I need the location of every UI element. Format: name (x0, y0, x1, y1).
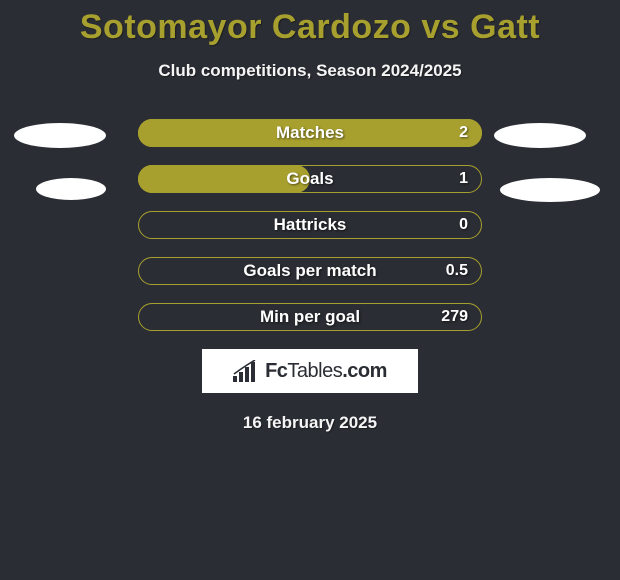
bars-icon (233, 360, 259, 382)
stats-rows: Matches2 Goals1 Hattricks0 Goals per match0… (0, 119, 620, 331)
brand-text-fc: Fc (265, 360, 287, 382)
avatar-placeholder (494, 123, 586, 148)
brand-text-tables: Tables (287, 360, 342, 382)
stat-bar-fill (138, 119, 482, 147)
brand-text-suffix: .com (342, 360, 387, 382)
stat-row: Hattricks0 (138, 211, 482, 239)
stat-bar-outline (138, 211, 482, 239)
avatar-placeholder (36, 178, 106, 200)
page-title: Sotomayor Cardozo vs Gatt (0, 8, 620, 47)
stat-row: Goals per match0.5 (138, 257, 482, 285)
stat-row: Matches2 (138, 119, 482, 147)
stat-bar-fill (138, 165, 310, 193)
stat-bar-outline (138, 257, 482, 285)
stat-row: Goals1 (138, 165, 482, 193)
stat-bar-outline (138, 303, 482, 331)
stat-row: Min per goal279 (138, 303, 482, 331)
subtitle: Club competitions, Season 2024/2025 (0, 61, 620, 81)
date-text: 16 february 2025 (0, 413, 620, 433)
brand-logo: FcTables.com (202, 349, 418, 393)
brand-text: FcTables.com (265, 360, 387, 383)
avatar-placeholder (500, 178, 600, 202)
avatar-placeholder (14, 123, 106, 148)
